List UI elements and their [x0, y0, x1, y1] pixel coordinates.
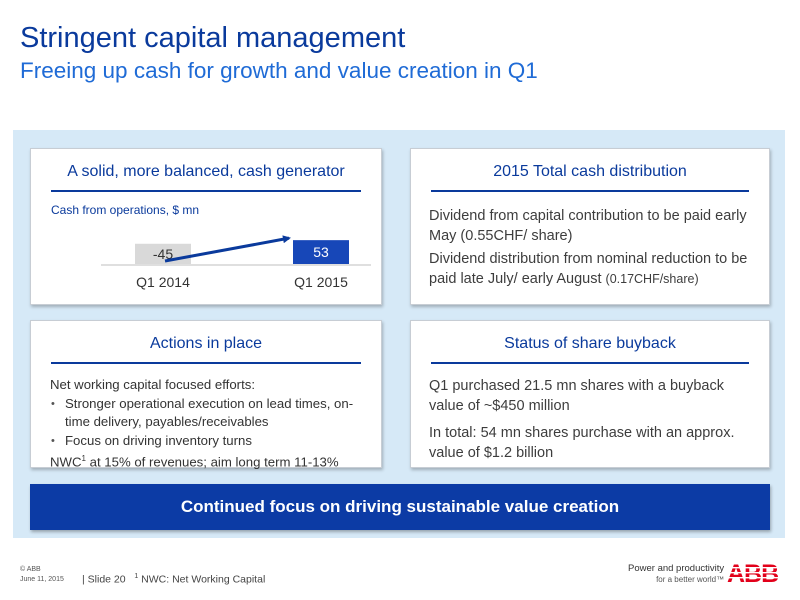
dividend-distribution-amount: (0.17CHF/share) — [605, 272, 699, 286]
actions-card: Actions in place Net working capital foc… — [30, 320, 382, 469]
list-item: • Stronger operational execution on lead … — [50, 395, 375, 432]
nwc-target: NWC1 at 15% of revenues; aim long term 1… — [50, 450, 375, 472]
chart-label: Cash from operations, $ mn — [51, 203, 200, 217]
category-label: Q1 2015 — [294, 274, 348, 290]
title-divider — [431, 190, 749, 192]
trend-arrow — [164, 235, 291, 263]
bar-q1-2015 — [293, 240, 349, 264]
key-message-banner: Continued focus on driving sustainable v… — [30, 484, 770, 530]
actions-title: Actions in place — [149, 335, 263, 352]
cash-generator-title: A solid, more balanced, cash generator — [67, 163, 345, 180]
dividend-distribution-text: Dividend distribution from nominal reduc… — [429, 249, 759, 289]
footer-date: June 11, 2015 — [20, 576, 64, 583]
buyback-card: Status of share buyback Q1 purchased 21.… — [410, 320, 770, 468]
bullet-text: Focus on driving inventory turns — [65, 432, 252, 448]
category-label: Q1 2014 — [136, 274, 190, 290]
slide-subtitle: Freeing up cash for growth and value cre… — [20, 58, 538, 83]
dividend-distribution-main: Dividend distribution from nominal reduc… — [429, 251, 748, 287]
actions-intro: Net working capital focused efforts: — [50, 377, 255, 392]
list-item: • Focus on driving inventory turns — [50, 432, 375, 451]
title-divider — [51, 362, 361, 364]
data-label: 53 — [313, 244, 329, 260]
cash-generator-card: A solid, more balanced, cash generator C… — [30, 148, 382, 305]
nwc-prefix: NWC — [50, 454, 82, 470]
tagline-line-1: Power and productivity — [628, 563, 725, 574]
slide-title: Stringent capital management — [20, 22, 406, 54]
data-label: -45 — [153, 246, 173, 262]
copyright: © ABB — [20, 566, 41, 573]
nwc-rest: at 15% of revenues; aim long term 11-13% — [85, 454, 339, 470]
dividend-contribution-text: Dividend from capital contribution to be… — [429, 208, 747, 244]
footnote-marker: 1 — [134, 573, 139, 580]
footnote-text: NWC: Net Working Capital — [138, 573, 266, 586]
slide-number: | Slide 20 — [82, 573, 126, 586]
q1-buyback-text: Q1 purchased 21.5 mn shares with a buyba… — [429, 378, 724, 414]
cash-distribution-card: 2015 Total cash distribution Dividend fr… — [410, 148, 770, 305]
actions-list: Net working capital focused efforts: • St… — [50, 376, 375, 472]
cash-flow-chart: -45 Q1 2014 53 Q1 2015 — [101, 235, 371, 290]
bullet-icon: • — [51, 434, 55, 447]
tagline-line-2: for a better world™ — [656, 575, 725, 584]
abb-logo: ABB — [727, 561, 789, 585]
bullet-icon: • — [51, 397, 55, 410]
title-divider — [431, 362, 749, 364]
tagline: Power and productivity for a better worl… — [628, 563, 724, 585]
total-buyback-text: In total: 54 mn shares purchase with an … — [429, 425, 735, 461]
buyback-title: Status of share buyback — [504, 335, 676, 352]
title-divider — [51, 190, 361, 192]
bullet-text: Stronger operational execution on lead t… — [65, 395, 354, 430]
footnote-marker: 1 — [81, 454, 86, 463]
cash-distribution-title: 2015 Total cash distribution — [493, 163, 687, 180]
slide-footer: | Slide 20 1 NWC: Net Working Capital — [82, 573, 265, 586]
